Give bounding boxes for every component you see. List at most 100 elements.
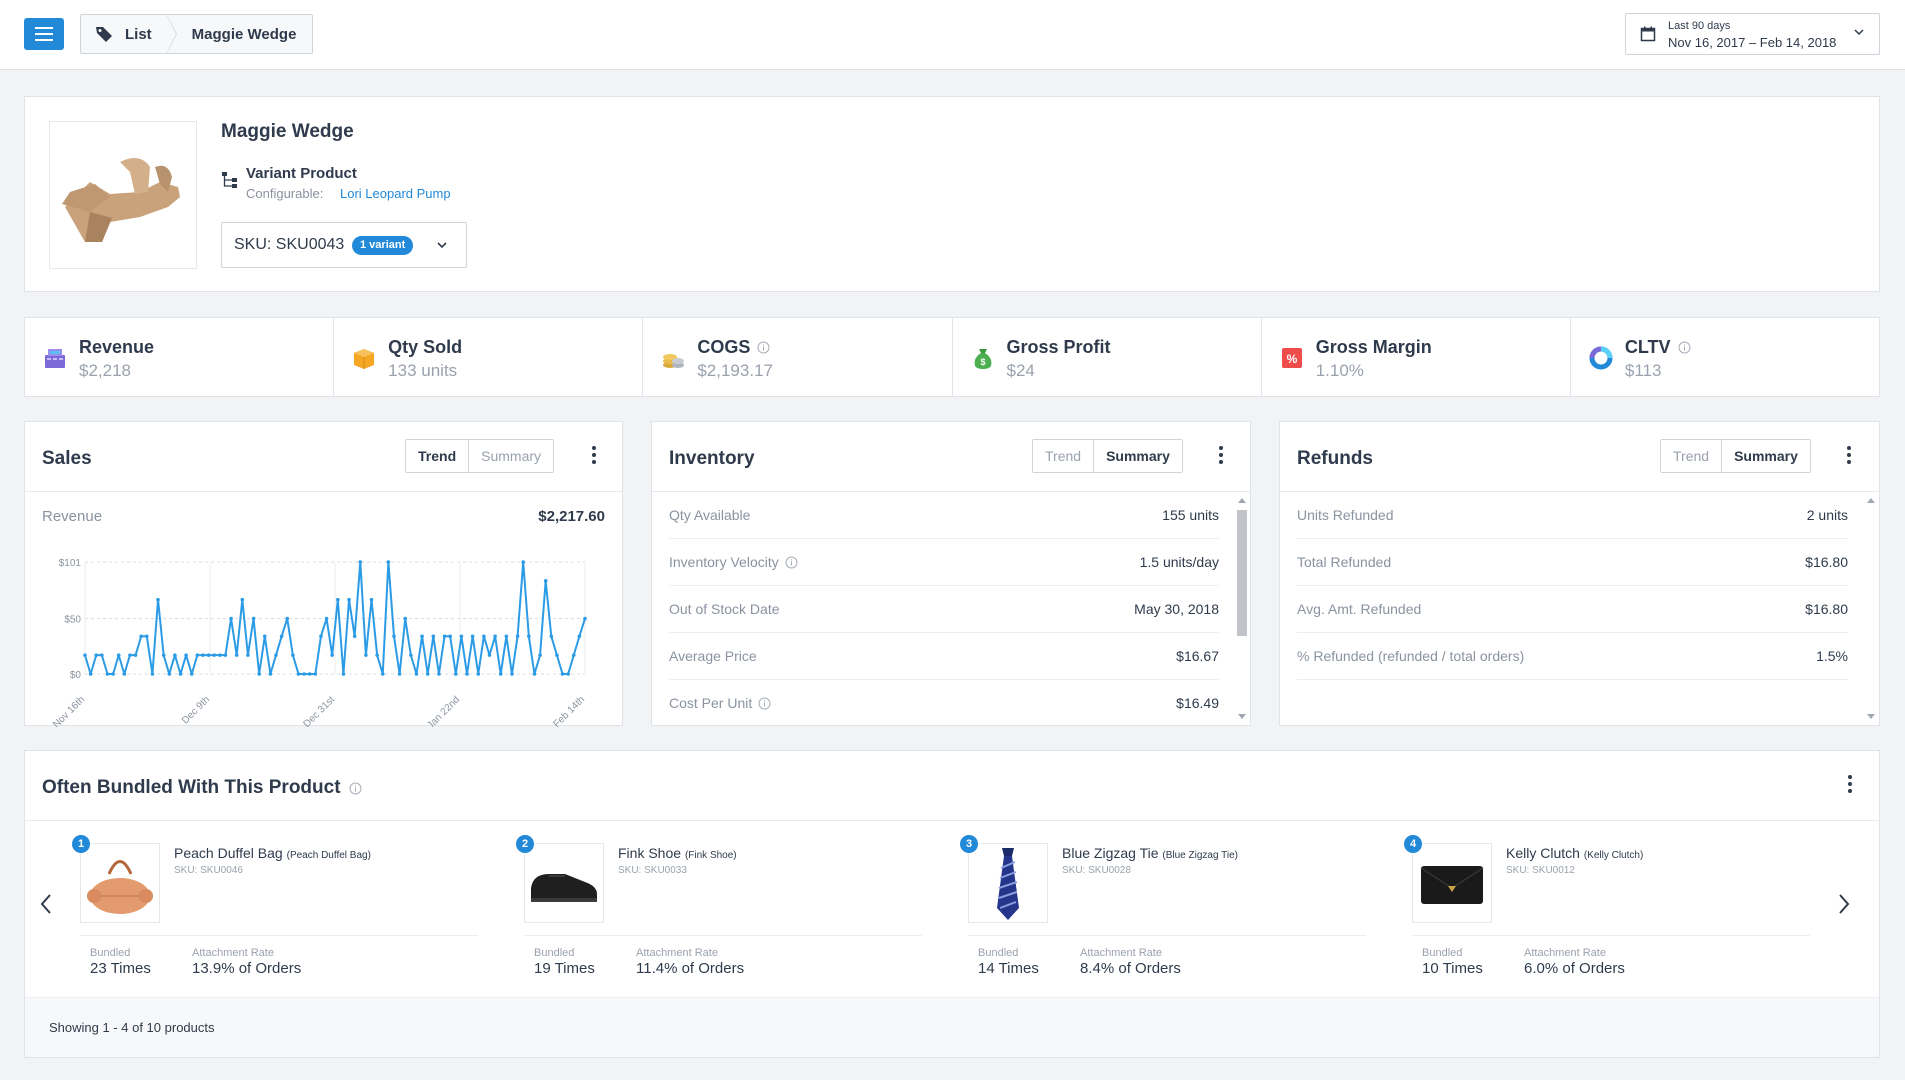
calendar-icon: [1640, 26, 1656, 42]
data-point: [122, 672, 127, 676]
wedge-shoe-icon: [62, 158, 180, 242]
data-point: [577, 634, 582, 639]
tab-trend[interactable]: Trend: [1661, 440, 1723, 472]
data-point: [94, 653, 99, 657]
attachment-label: Attachment Rate: [192, 947, 274, 959]
breadcrumb-list[interactable]: List: [81, 15, 177, 53]
scroll-down-arrow[interactable]: [1867, 714, 1875, 719]
data-point: [392, 634, 396, 639]
sku-dropdown[interactable]: SKU: SKU0043 1 variant: [221, 222, 467, 268]
info-icon[interactable]: [758, 697, 771, 710]
data-point: [397, 672, 402, 676]
more-options-icon[interactable]: [1219, 446, 1223, 464]
metric-qty-sold[interactable]: Qty Sold 133 units: [334, 318, 644, 396]
metric-revenue[interactable]: Revenue $2,218: [25, 318, 335, 396]
attachment-label: Attachment Rate: [636, 947, 718, 959]
bundled-item[interactable]: 4 Kelly Clutch (Kelly Clutch) SKU: SKU00…: [1404, 821, 1810, 989]
tab-trend[interactable]: Trend: [406, 440, 470, 472]
configurable-link[interactable]: Lori Leopard Pump: [340, 186, 451, 201]
metric-label: Revenue: [79, 337, 155, 357]
data-point: [527, 634, 531, 639]
item-name: Kelly Clutch: [1506, 845, 1580, 861]
data-point: [100, 653, 104, 657]
product-thumbnail: [1412, 843, 1492, 923]
tab-summary[interactable]: Summary: [1106, 448, 1170, 464]
list-item: Total Refunded $16.80: [1297, 539, 1848, 586]
item-name: Peach Duffel Bag: [174, 845, 283, 861]
data-point: [201, 653, 205, 657]
data-point: [403, 616, 408, 621]
data-point: [453, 672, 458, 676]
chevron-left-icon[interactable]: [39, 893, 53, 915]
metric-cltv[interactable]: CLTV $113: [1571, 318, 1879, 396]
data-point: [431, 634, 436, 639]
data-point: [161, 653, 166, 657]
data-point: [251, 616, 256, 621]
data-point: [442, 634, 447, 639]
more-options-icon[interactable]: [1847, 446, 1851, 464]
data-point: [206, 653, 211, 657]
donut-icon: [1589, 346, 1613, 370]
info-icon[interactable]: [1678, 341, 1691, 354]
attachment-value: 8.4% of Orders: [1080, 960, 1181, 977]
bundled-value: 23 Times: [90, 960, 151, 977]
more-options-icon[interactable]: [592, 446, 596, 464]
data-point: [307, 672, 312, 676]
scrollbar[interactable]: [1865, 494, 1877, 723]
x-tick-label: Dec 9th: [180, 694, 212, 726]
menu-button[interactable]: [24, 18, 64, 50]
variant-badge: 1 variant: [352, 236, 414, 255]
row-label: Inventory Velocity: [669, 554, 779, 570]
bundled-title: Often Bundled With This Product: [42, 777, 341, 798]
metric-label: Gross Profit: [1006, 337, 1111, 357]
money-bag-icon: $: [974, 349, 991, 369]
metric-gross-profit[interactable]: $ Gross Profit $24: [953, 318, 1262, 396]
tab-summary[interactable]: Summary: [1734, 448, 1798, 464]
view-toggle: Trend Summary: [1032, 439, 1183, 473]
data-point: [156, 597, 160, 602]
scrollbar[interactable]: [1236, 494, 1248, 723]
chevron-right-icon[interactable]: [1837, 893, 1851, 915]
date-range-picker[interactable]: Last 90 days Nov 16, 2017 – Feb 14, 2018: [1625, 13, 1880, 55]
attachment-label: Attachment Rate: [1080, 947, 1162, 959]
data-point: [482, 634, 486, 639]
data-point: [347, 597, 351, 602]
bundled-item[interactable]: 1 Peach Duffel Bag (Peach Duffel Bag) SK…: [72, 821, 478, 989]
bundled-item[interactable]: 2 Fink Shoe (Fink Shoe) SKU: SKU0033 Bun…: [516, 821, 922, 989]
data-point: [504, 634, 509, 639]
clutch-icon: [1420, 866, 1484, 904]
info-icon[interactable]: [349, 782, 362, 795]
rank-badge: 3: [960, 835, 978, 853]
data-point: [105, 672, 110, 676]
item-sku: SKU: SKU0028: [1062, 865, 1131, 876]
pagination-status: Showing 1 - 4 of 10 products: [49, 1020, 215, 1035]
x-tick-label: Nov 16th: [51, 694, 87, 727]
hierarchy-icon: [222, 172, 237, 188]
row-label: Qty Available: [669, 507, 751, 523]
panel-title: Inventory: [669, 448, 755, 469]
percent-icon: %: [1281, 348, 1302, 368]
bundled-item[interactable]: 3 Blue Zigzag Tie (Blue Zigzag Tie) SKU:…: [960, 821, 1366, 989]
data-point: [279, 634, 284, 639]
tab-summary[interactable]: Summary: [481, 448, 542, 464]
info-icon[interactable]: [757, 341, 770, 354]
hamburger-icon: [35, 27, 53, 29]
data-point: [195, 653, 200, 657]
data-point: [409, 653, 413, 657]
scroll-thumb[interactable]: [1237, 510, 1247, 636]
tab-trend[interactable]: Trend: [1033, 440, 1095, 472]
scroll-up-arrow[interactable]: [1867, 498, 1875, 503]
metric-gross-margin[interactable]: % Gross Margin 1.10%: [1262, 318, 1571, 396]
date-range-value: Nov 16, 2017 – Feb 14, 2018: [1668, 35, 1837, 50]
metric-cogs[interactable]: COGS $2,193.17: [643, 318, 953, 396]
info-icon[interactable]: [785, 556, 798, 569]
list-item: Qty Available 155 units: [669, 492, 1219, 539]
scroll-down-arrow[interactable]: [1238, 714, 1246, 719]
attachment-value: 6.0% of Orders: [1524, 960, 1625, 977]
scroll-up-arrow[interactable]: [1238, 498, 1246, 503]
data-point: [414, 672, 419, 676]
more-options-icon[interactable]: [1848, 775, 1852, 793]
breadcrumb-list-label: List: [125, 25, 152, 43]
data-point: [88, 672, 93, 676]
tag-icon: [96, 27, 112, 42]
